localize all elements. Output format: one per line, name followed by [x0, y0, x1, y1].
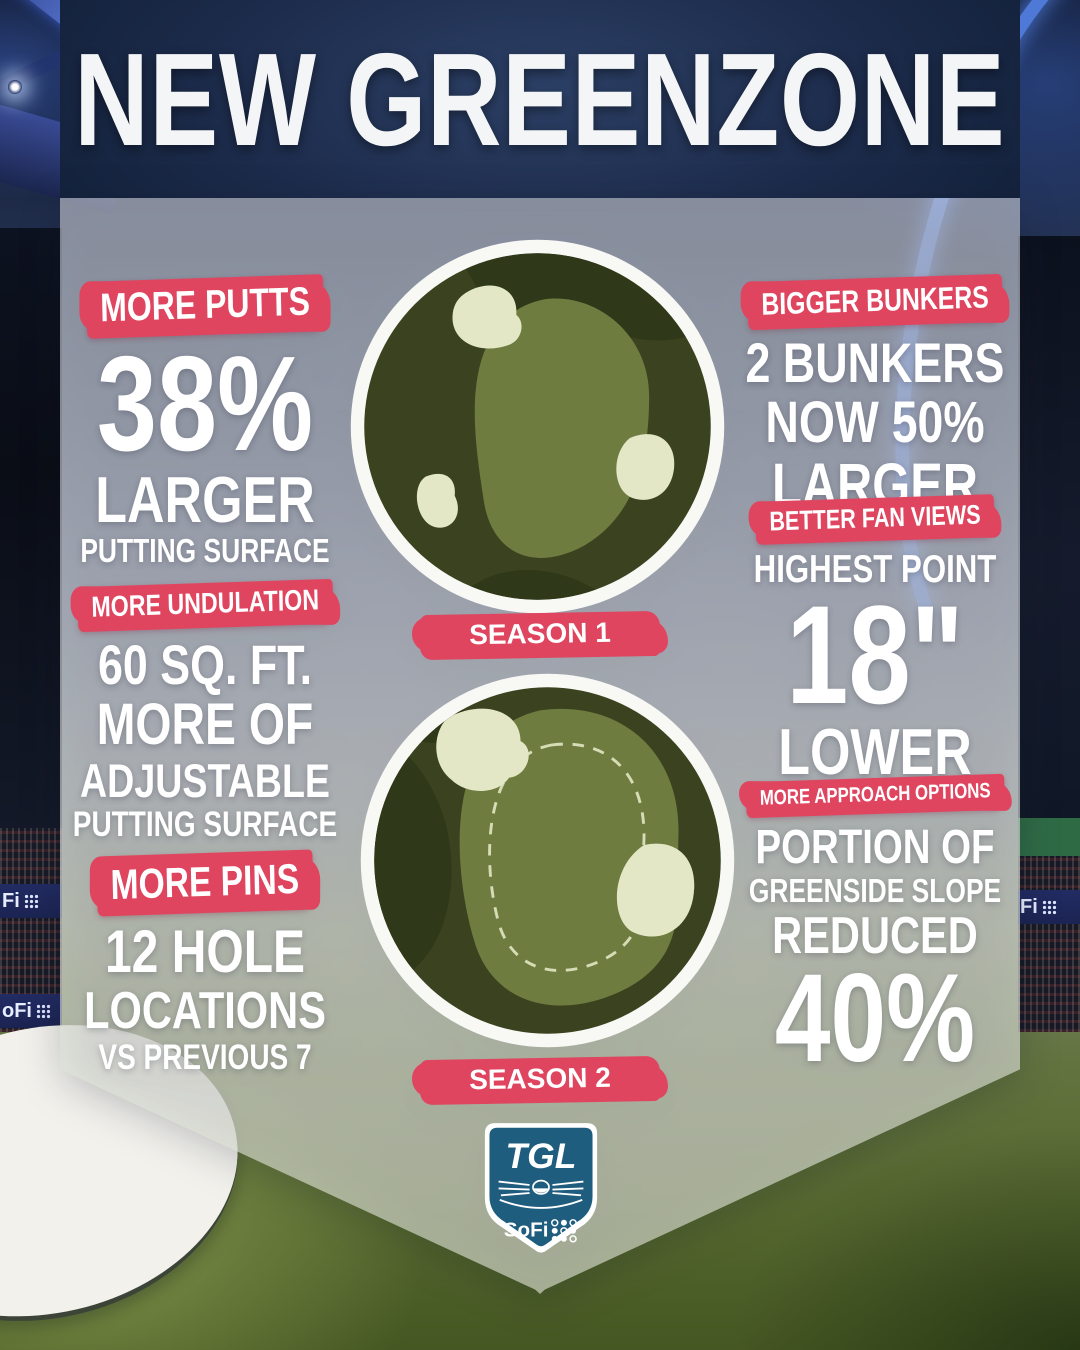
- stat-more-undulation: MORE UNDULATION 60 SQ. FT. MORE OF ADJUS…: [73, 578, 337, 844]
- sofi-led-board: oFi: [0, 994, 62, 1028]
- putting-green-expanded: [459, 708, 679, 1006]
- page-title: NEW GREENZONE: [74, 25, 1006, 173]
- stat-tag: MORE PUTTS: [85, 274, 325, 339]
- green-wall-decor: [1018, 818, 1080, 856]
- stat-line: LOWER: [778, 715, 972, 789]
- stat-value: 38%: [96, 328, 314, 479]
- season2-green-illustration: [360, 673, 735, 1048]
- stat-value: 18": [786, 576, 964, 734]
- led-board-text: Fi: [2, 889, 20, 912]
- right-structure-decor: [1018, 236, 1080, 824]
- led-board-text: oFi: [2, 999, 32, 1022]
- left-grandstand: Fi oFi: [0, 828, 62, 1032]
- stat-line: PUTTING SURFACE: [72, 804, 338, 844]
- dark-rough: [445, 570, 603, 600]
- led-board-text: Fi: [1020, 895, 1038, 918]
- sofi-dots-icon: [551, 1219, 577, 1243]
- stat-tag: BIGGER BUNKERS: [747, 273, 1003, 331]
- golf-ball-half: [533, 1188, 549, 1193]
- bunker: [452, 285, 522, 349]
- whisker-lines-icon: [498, 1180, 584, 1209]
- season2-label: SEASON 2: [419, 1055, 661, 1106]
- stat-line: HIGHEST POINT: [753, 548, 997, 591]
- stat-tag: BETTER FAN VIEWS: [755, 494, 995, 545]
- stat-line: VS PREVIOUS 7: [98, 1037, 312, 1077]
- sofi-wordmark: SoFi: [504, 1219, 549, 1242]
- stat-more-pins: MORE PINS 12 HOLE LOCATIONS VS PREVIOUS …: [84, 849, 326, 1077]
- stadium-light-icon: [8, 80, 22, 94]
- sofi-led-board: Fi: [1018, 890, 1080, 924]
- stat-line: ADJUSTABLE: [80, 753, 330, 807]
- left-structure-decor: [0, 228, 62, 832]
- previous-green-outline: [488, 742, 646, 972]
- pennant-wrap: MORE PUTTS 38% LARGER PUTTING SURFACE MO…: [60, 198, 1020, 1294]
- stat-line: PORTION OF: [755, 821, 995, 874]
- bunker-enlarged: [436, 708, 529, 791]
- tgl-sofi-logo: TGL SoFi: [484, 1123, 598, 1253]
- tgl-wordmark: TGL: [506, 1136, 577, 1176]
- stat-tag: MORE PINS: [96, 849, 314, 917]
- bunker-enlarged: [616, 843, 695, 937]
- sofi-dots-icon: [36, 1003, 51, 1019]
- stat-line: 2 BUNKERS: [745, 331, 1005, 394]
- season1-label: SEASON 1: [419, 610, 661, 661]
- stat-line: PUTTING SURFACE: [80, 532, 330, 570]
- sofi-dots-icon: [23, 893, 39, 909]
- stat-value: 60 SQ. FT.: [97, 633, 313, 696]
- sofi-led-board: Fi: [0, 884, 62, 918]
- stat-line: LARGER: [95, 462, 315, 536]
- stat-tag: MORE APPROACH OPTIONS: [745, 773, 1005, 819]
- stat-line: LOCATIONS: [84, 981, 326, 1040]
- bunker: [616, 434, 675, 500]
- stat-value: 40%: [774, 949, 976, 1089]
- shield-point-mark: [535, 1246, 547, 1252]
- stat-tag: MORE UNDULATION: [77, 578, 333, 633]
- pennant-panel: MORE PUTTS 38% LARGER PUTTING SURFACE MO…: [60, 198, 1020, 1294]
- stat-line: MORE OF: [96, 691, 314, 757]
- bunker: [416, 473, 458, 528]
- right-grandstand: Fi: [1018, 818, 1080, 1032]
- season1-green-illustration: [350, 239, 725, 614]
- stat-more-approach-options: MORE APPROACH OPTIONS PORTION OF GREENSI…: [745, 773, 1005, 1089]
- stat-line: REDUCED: [772, 907, 978, 966]
- stat-more-putts: MORE PUTTS 38% LARGER PUTTING SURFACE: [80, 274, 330, 570]
- stat-better-fan-views: BETTER FAN VIEWS HIGHEST POINT 18" LOWER: [754, 494, 996, 789]
- shield-face: [489, 1127, 593, 1247]
- stat-line: GREENSIDE SLOPE: [748, 872, 1002, 910]
- sofi-dots-icon: [1041, 899, 1057, 915]
- stat-bigger-bunkers: BIGGER BUNKERS 2 BUNKERS NOW 50% LARGER: [746, 273, 1004, 517]
- stat-value: NOW 50%: [765, 389, 985, 455]
- golf-ball-icon: [532, 1179, 550, 1195]
- putting-green: [474, 298, 650, 558]
- header-band: NEW GREENZONE: [60, 0, 1020, 198]
- stat-value: 12 HOLE: [104, 918, 306, 985]
